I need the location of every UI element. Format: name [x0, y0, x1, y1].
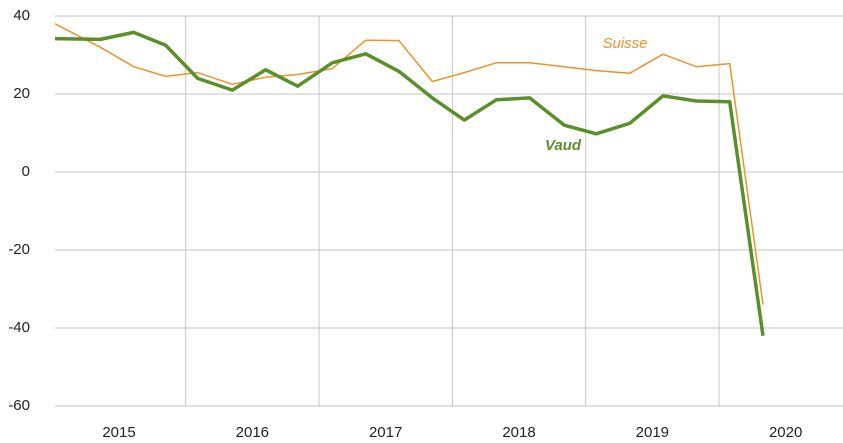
x-tick-label: 2015 [102, 424, 135, 441]
y-tick-label: -60 [8, 397, 30, 414]
x-tick-label: 2019 [636, 424, 669, 441]
y-tick-label: 20 [13, 85, 30, 102]
x-tick-label: 2016 [236, 424, 269, 441]
series-line [54, 23, 764, 305]
series-label: Vaud [545, 137, 582, 154]
y-tick-label: 0 [22, 163, 30, 180]
y-tick-label: -20 [8, 241, 30, 258]
x-tick-label: 2017 [369, 424, 402, 441]
x-tick-label: 2020 [769, 424, 802, 441]
series-line [54, 30, 765, 337]
y-tick-label: -40 [8, 319, 30, 336]
x-tick-label: 2018 [502, 424, 535, 441]
series-label: Suisse [602, 35, 647, 52]
y-tick-label: 40 [13, 7, 30, 24]
